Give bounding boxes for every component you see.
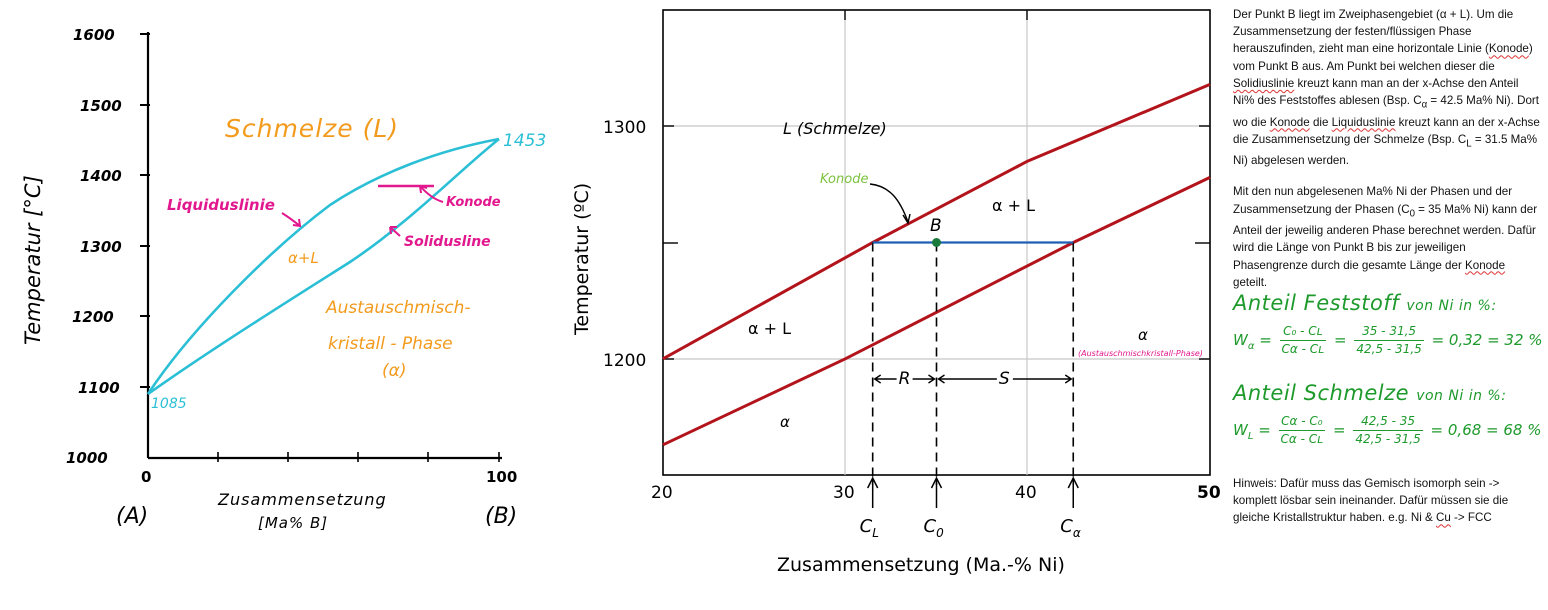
left-solidus-label: Solidusline — [404, 234, 491, 250]
right-label-CL: CL — [860, 516, 879, 540]
explanation-paragraph-2: Mit den nun abgelesenen Ma% Ni der Phase… — [1233, 185, 1538, 289]
right-region-a-bottom: α — [780, 413, 790, 431]
left-konode-label: Konode — [446, 195, 501, 210]
formula-feststoff-title: Anteil Feststoff von Ni in %: — [1233, 290, 1497, 315]
right-point-B — [932, 238, 941, 247]
left-solid-label-1: Austauschmisch- — [325, 298, 471, 318]
formula-schmelze-equation: WL = Cα - C₀ Cα - Cʟ = 42,5 - 35 42,5 - 31… — [1233, 413, 1542, 447]
left-solidus-line — [147, 137, 500, 396]
right-label-Calpha: Cα — [1060, 516, 1081, 540]
right-ytick-1300: 1300 — [603, 118, 646, 138]
left-y-tickmarks — [140, 33, 150, 388]
left-ytick-1100: 1100 — [78, 379, 120, 397]
left-xlabel-line1: Zusammensetzung — [217, 490, 387, 509]
left-xtick-0: 0 — [141, 468, 151, 486]
left-ytick-1300: 1300 — [80, 238, 122, 256]
left-solidus-arrow — [389, 226, 401, 237]
left-solid-label-2: kristall - Phase — [328, 334, 453, 354]
right-region-a-right: α — [1138, 326, 1148, 344]
right-konode-label: Konode — [820, 172, 868, 187]
right-bottom-arrows — [867, 476, 1079, 508]
left-xlabel-line2: [Ma% B] — [258, 514, 328, 532]
left-liquidus-arrow — [281, 212, 302, 228]
right-liquidus-line — [662, 83, 1211, 361]
formula-schmelze: Anteil Schmelze von Ni in %: WL = Cα - C… — [1233, 380, 1542, 471]
right-ylabel: Temperatur (ºC) — [571, 183, 593, 336]
right-tickmarks — [663, 10, 1210, 360]
right-dashed-verticals — [871, 242, 1075, 485]
left-ytick-1200: 1200 — [72, 308, 114, 326]
left-solid-label-3: (α) — [382, 361, 406, 381]
formula-feststoff-equation: Wα = C₀ - Cʟ Cα - Cʟ = 35 - 31,5 42,5 - 31… — [1233, 323, 1543, 357]
left-phase-diagram: 1600 1500 1400 1300 1200 1100 1000 Tempe… — [21, 26, 546, 532]
right-solidus-line — [662, 176, 1211, 447]
left-ytick-1600: 1600 — [73, 26, 115, 44]
formula-schmelze-title: Anteil Schmelze von Ni in %: — [1233, 380, 1507, 405]
right-S-label: S — [999, 369, 1010, 389]
left-konode-arrow — [419, 185, 444, 203]
right-label-C0: C0 — [924, 516, 945, 540]
right-R-label: R — [899, 369, 911, 389]
right-xtick-50: 50 — [1197, 483, 1221, 503]
explanation-hint: Hinweis: Dafür muss das Gemisch isomorph… — [1233, 476, 1509, 525]
left-ylabel: Temperatur [°C] — [21, 175, 45, 345]
left-x-tickmarks — [217, 452, 500, 462]
explanation-column: Der Punkt B liegt im Zweiphasengebiet (α… — [1233, 6, 1543, 541]
formula-feststoff: Anteil Feststoff von Ni in %: Wα = C₀ - … — [1233, 290, 1543, 381]
left-two-phase-label: α+L — [288, 249, 319, 267]
left-liquidus-line — [146, 137, 500, 395]
right-region-aL-left: α + L — [748, 319, 791, 338]
right-ytick-1200: 1200 — [603, 351, 646, 371]
right-xtick-30: 30 — [833, 483, 855, 503]
left-liquidus-label: Liquiduslinie — [167, 196, 275, 214]
right-region-L: L (Schmelze) — [783, 119, 887, 138]
left-xtick-100: 100 — [486, 468, 517, 486]
left-end-label-B: (B) — [485, 504, 517, 529]
left-temp-A: 1085 — [151, 396, 187, 412]
left-ytick-1500: 1500 — [80, 97, 122, 115]
right-region-aL-top: α + L — [992, 196, 1035, 215]
right-phase-diagram: R S 1300 1200 20 30 40 50 Temperatur (ºC… — [571, 9, 1221, 576]
left-ytick-1400: 1400 — [80, 167, 122, 185]
left-end-label-A: (A) — [116, 504, 148, 529]
left-ytick-1000: 1000 — [66, 449, 108, 467]
right-konode-arrow — [869, 183, 911, 225]
explanation-paragraph-1: Der Punkt B liegt im Zweiphasengebiet (α… — [1233, 8, 1540, 168]
left-melt-label: Schmelze (L) — [225, 114, 399, 143]
right-xtick-20: 20 — [651, 483, 673, 503]
left-temp-B: 1453 — [503, 131, 546, 151]
right-point-B-label: B — [930, 216, 942, 236]
right-region-a-note: (Austauschmischkristall-Phase) — [1078, 349, 1203, 358]
right-xlabel: Zusammensetzung (Ma.-% Ni) — [777, 554, 1065, 576]
right-xtick-40: 40 — [1015, 483, 1037, 503]
